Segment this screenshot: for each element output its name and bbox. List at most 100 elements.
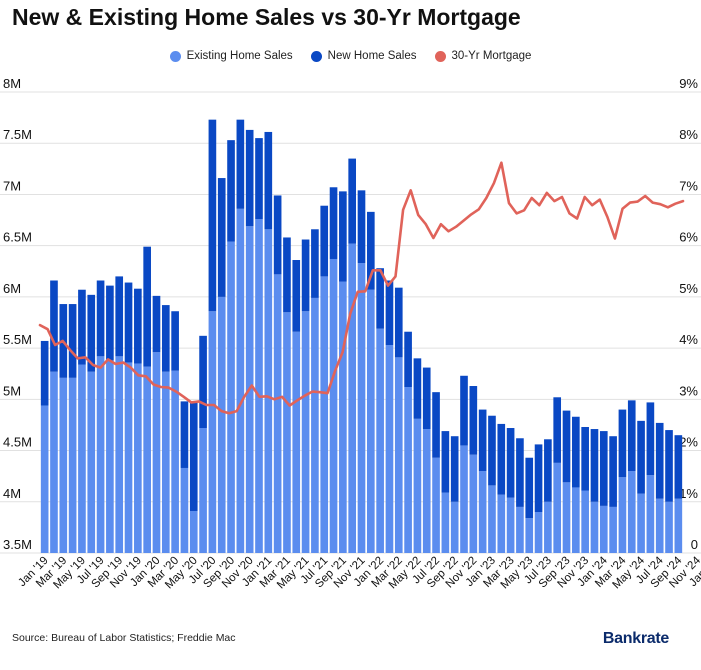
bar-new-sales (208, 119, 217, 312)
bar-existing-sales (134, 363, 142, 553)
bar-existing-sales (311, 297, 319, 553)
bar-new-sales (460, 375, 468, 446)
bar-existing-sales (488, 485, 496, 553)
bar-existing-sales (674, 498, 683, 553)
y-left-tick-label: 5M (3, 383, 21, 398)
y-right-tick-label: 8% (679, 127, 698, 142)
bar-existing-sales (460, 445, 468, 553)
bar-existing-sales (348, 243, 357, 553)
bar-existing-sales (292, 331, 301, 553)
bar-new-sales (311, 229, 319, 298)
bar-new-sales (422, 367, 431, 430)
brand-logo: Bankrate (602, 630, 669, 647)
bar-existing-sales (599, 505, 608, 553)
bar-existing-sales (516, 506, 524, 553)
bar-new-sales (674, 435, 683, 499)
bar-existing-sales (40, 405, 49, 553)
bar-existing-sales (655, 498, 664, 553)
legend-item-new[interactable]: New Home Sales (310, 50, 417, 62)
bar-existing-sales (78, 364, 86, 553)
bar-new-sales (441, 431, 450, 493)
legend-swatch-existing (169, 50, 181, 62)
bar-new-sales (637, 420, 645, 494)
bar-existing-sales (59, 377, 68, 553)
bar-existing-sales (572, 487, 580, 553)
bar-existing-sales (618, 477, 627, 553)
y-left-tick-label: 7.5M (3, 127, 32, 142)
bar-new-sales (78, 289, 86, 365)
legend-label-new: New Home Sales (327, 50, 417, 62)
bar-new-sales (50, 280, 58, 372)
y-left-tick-label: 4.5M (3, 435, 32, 450)
bar-existing-sales (236, 208, 245, 553)
bar-existing-sales (199, 428, 207, 553)
bar-existing-sales (544, 501, 552, 553)
bar-existing-sales (180, 467, 189, 553)
bar-existing-sales (283, 312, 291, 553)
bar-new-sales (488, 415, 496, 486)
bar-existing-sales (301, 311, 310, 553)
bar-new-sales (180, 401, 189, 468)
bar-new-sales (96, 280, 105, 357)
bar-new-sales (394, 287, 403, 358)
bar-existing-sales (553, 462, 562, 553)
bar-existing-sales (562, 482, 571, 553)
y-left-tick-label: 7M (3, 178, 21, 193)
bar-existing-sales (106, 360, 114, 553)
bar-new-sales (273, 195, 282, 275)
legend-item-mortgage[interactable]: 30-Yr Mortgage (434, 50, 532, 62)
bar-existing-sales (646, 475, 655, 553)
bar-existing-sales (171, 370, 179, 553)
bar-new-sales (516, 438, 524, 507)
legend-item-existing[interactable]: Existing Home Sales (169, 50, 293, 62)
bar-existing-sales (161, 371, 170, 553)
bar-new-sales (68, 304, 77, 378)
bar-new-sales (87, 294, 96, 372)
bar-new-sales (506, 428, 515, 498)
bar-new-sales (618, 409, 627, 478)
bar-new-sales (366, 211, 375, 290)
bar-new-sales (348, 158, 357, 244)
bar-new-sales (478, 409, 487, 472)
bar-new-sales (255, 138, 263, 220)
bar-new-sales (609, 436, 617, 507)
bar-new-sales (134, 288, 142, 364)
bar-existing-sales (152, 352, 161, 553)
bar-existing-sales (525, 518, 534, 553)
bar-new-sales (106, 285, 114, 361)
bar-existing-sales (450, 501, 459, 553)
bar-new-sales (292, 260, 301, 332)
bar-new-sales (236, 119, 245, 209)
y-right-tick-label: 9% (679, 76, 698, 91)
mortgage-rate-line (38, 161, 685, 415)
bar-new-sales (301, 239, 310, 312)
bar-new-sales (627, 400, 636, 472)
bar-existing-sales (227, 241, 235, 553)
bar-new-sales (171, 311, 179, 371)
bar-existing-sales (413, 418, 422, 553)
bar-existing-sales (404, 387, 412, 553)
bar-existing-sales (478, 471, 487, 553)
bar-new-sales (665, 430, 673, 502)
bar-new-sales (161, 305, 170, 372)
bar-new-sales (450, 436, 459, 502)
bar-new-sales (199, 335, 207, 429)
y-right-tick-label: 4% (679, 332, 698, 347)
legend-label-mortgage: 30-Yr Mortgage (451, 50, 532, 62)
bar-new-sales (432, 392, 440, 458)
bar-existing-sales (339, 281, 347, 553)
bar-existing-sales (581, 490, 589, 553)
bar-new-sales (320, 205, 329, 277)
bar-existing-sales (115, 356, 124, 553)
bar-new-sales (245, 129, 254, 227)
y-left-tick-label: 6M (3, 281, 21, 296)
bar-existing-sales (627, 471, 636, 553)
bar-existing-sales (357, 263, 366, 553)
chart-legend: Existing Home Sales New Home Sales 30-Yr… (0, 50, 701, 62)
bar-new-sales (283, 237, 291, 313)
bar-existing-sales (50, 371, 58, 553)
bar-new-sales (329, 187, 338, 259)
bar-new-sales (217, 178, 226, 297)
bar-existing-sales (87, 371, 96, 553)
y-right-tick-label: 2% (679, 435, 698, 450)
